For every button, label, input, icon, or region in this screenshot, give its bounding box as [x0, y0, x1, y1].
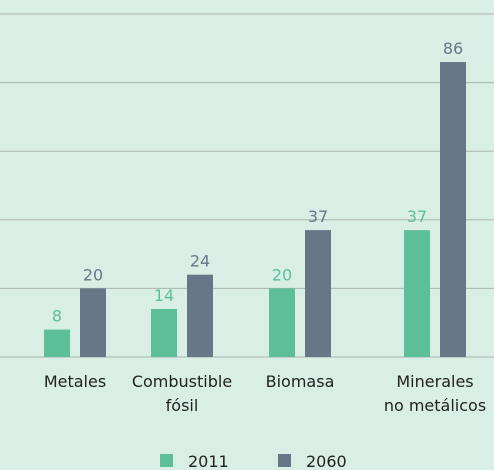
bar: [44, 329, 70, 357]
legend-swatch: [160, 454, 173, 467]
legend-label: 2011: [188, 452, 229, 470]
bar: [187, 274, 213, 357]
value-label: 86: [443, 39, 463, 58]
value-label: 20: [83, 265, 103, 284]
legend-label: 2060: [306, 452, 347, 470]
value-label: 37: [407, 207, 427, 226]
bar: [151, 308, 177, 357]
legend-swatch: [278, 454, 291, 467]
value-label: 14: [154, 286, 174, 305]
value-label: 8: [52, 307, 62, 326]
value-label: 37: [308, 207, 328, 226]
value-label: 24: [190, 252, 210, 271]
x-tick-label: Minerales no metálicos: [383, 372, 487, 415]
bar: [269, 288, 295, 357]
bar: [305, 230, 331, 357]
bar: [404, 230, 430, 357]
bar: [80, 288, 106, 357]
bar: [440, 62, 466, 358]
x-tick-label: Biomasa: [265, 372, 335, 391]
x-tick-label: Metales: [43, 372, 107, 391]
value-label: 20: [272, 265, 292, 284]
x-tick-label: Combustible fósil: [131, 372, 233, 415]
